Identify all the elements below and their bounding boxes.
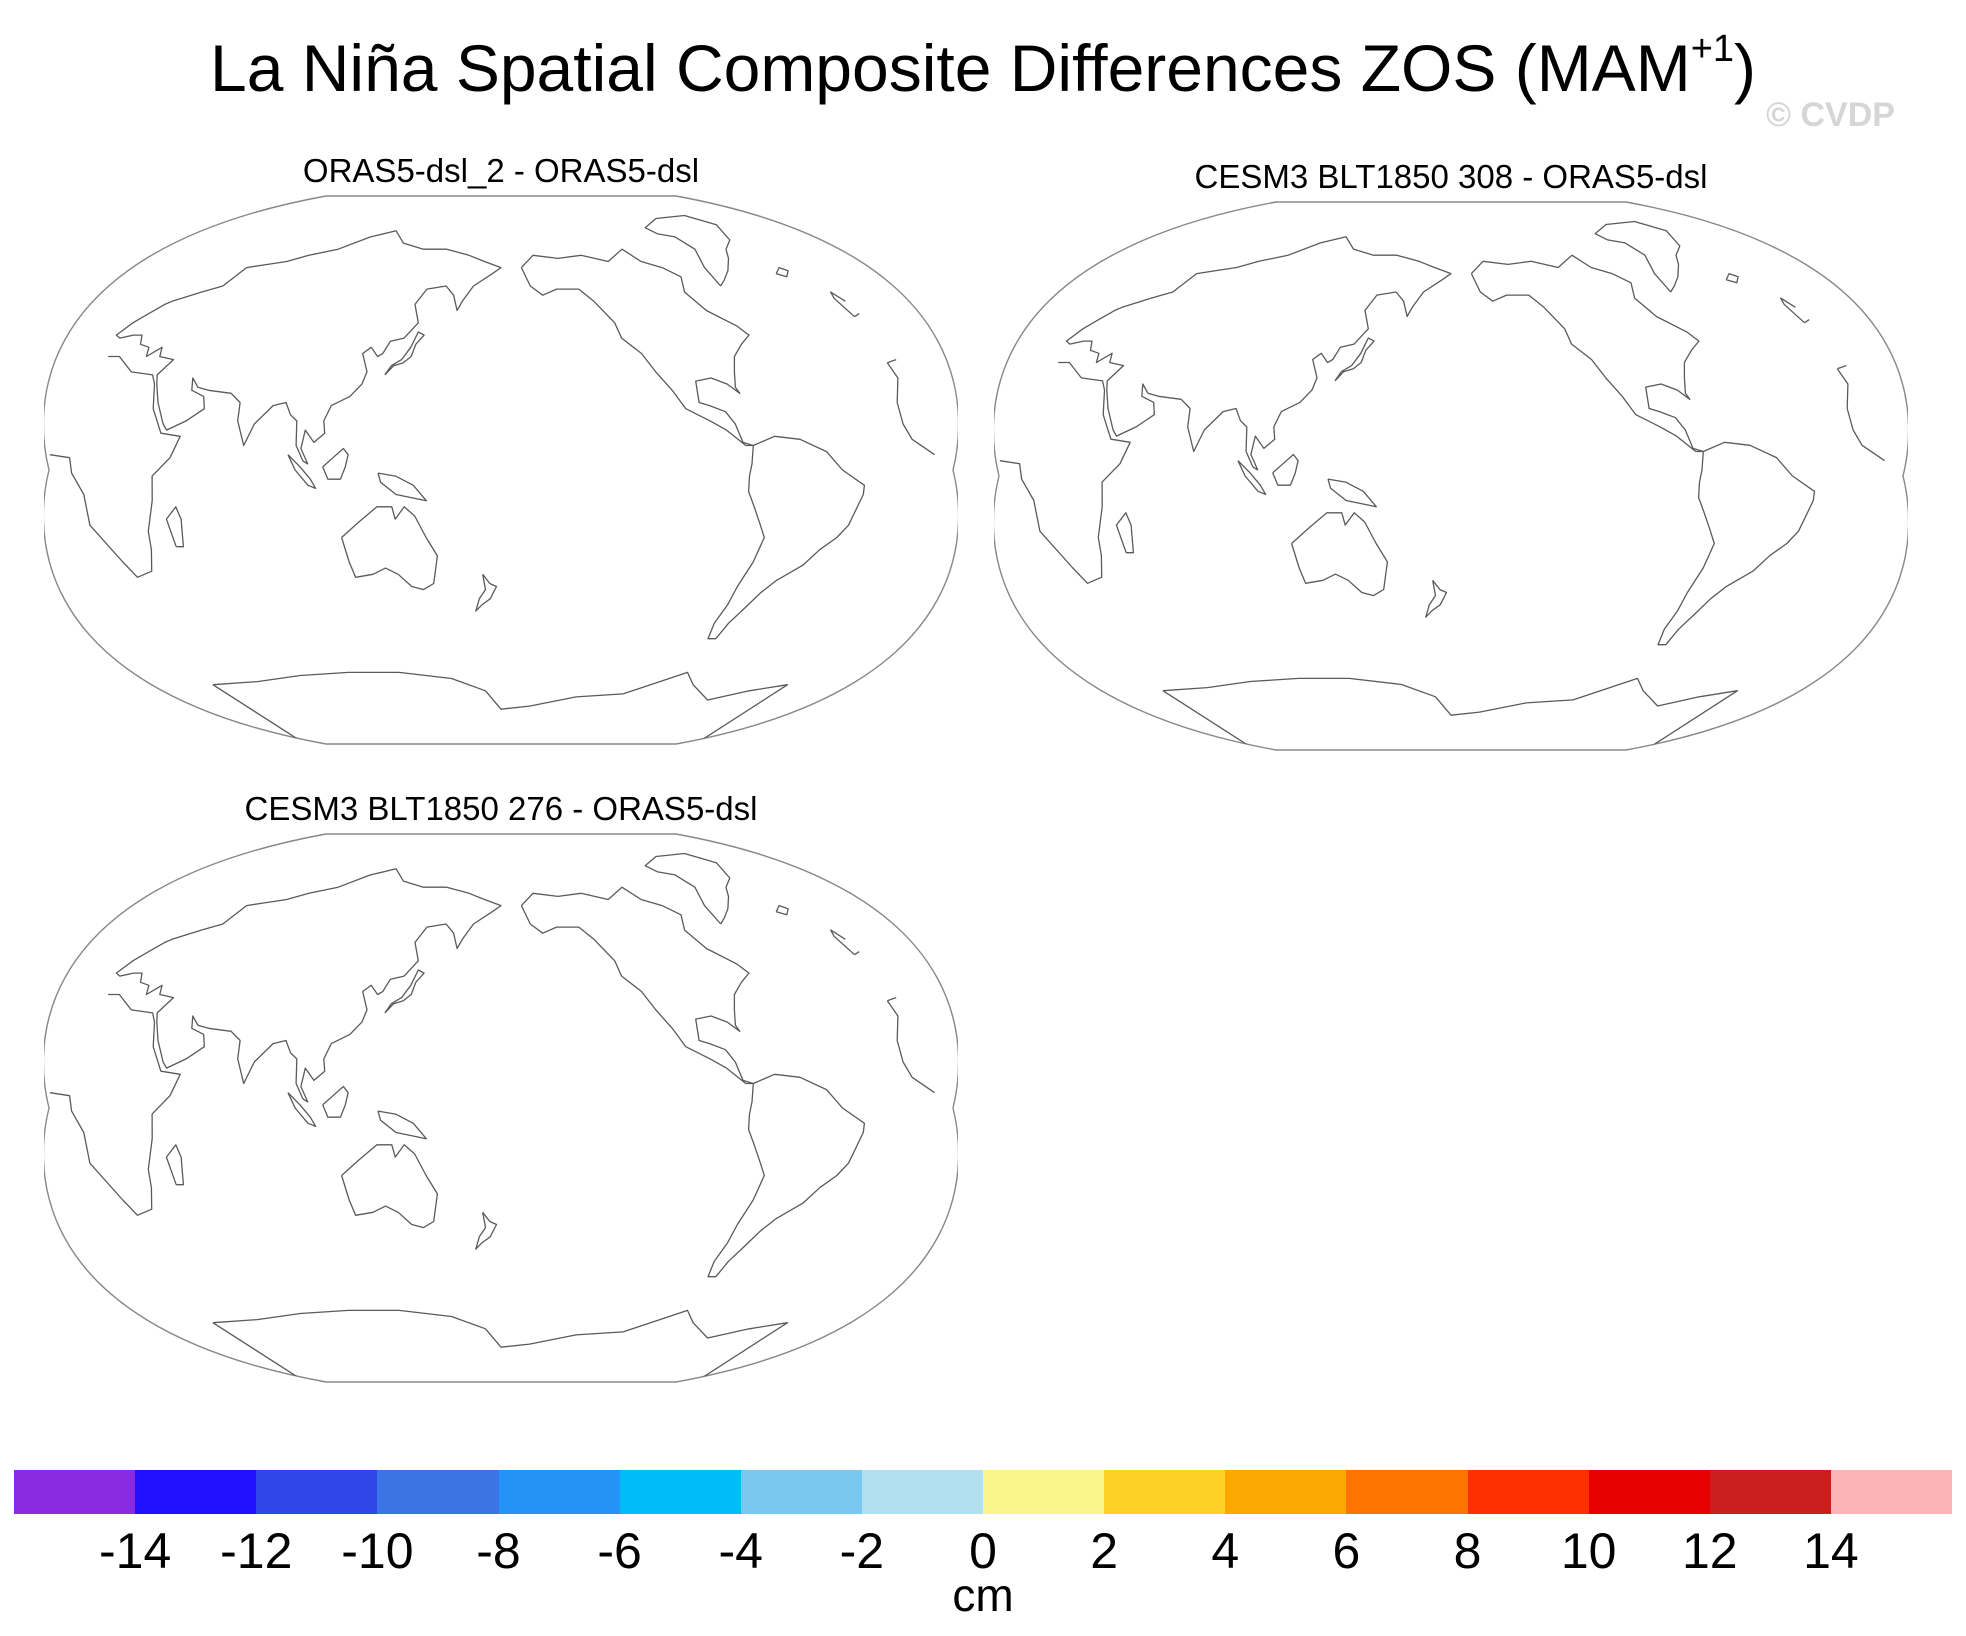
colorbar-segment (740, 1470, 862, 1514)
coastline (165, 506, 185, 548)
coastline (1115, 512, 1135, 554)
coastline (287, 454, 317, 490)
coastline (115, 868, 502, 1103)
colorbar-tick-label: -8 (476, 1523, 521, 1579)
colorbar-tick-label: -2 (839, 1523, 885, 1579)
coastline (475, 573, 498, 612)
coastline (1725, 272, 1739, 284)
coastline (49, 355, 935, 578)
coastline (212, 671, 789, 744)
map-outline (44, 833, 958, 1383)
colorbar-segment (135, 1470, 257, 1514)
colorbar-segment (14, 1470, 136, 1514)
world-map (994, 201, 1908, 751)
coastline (1425, 579, 1448, 618)
colorbar-tick-label: 8 (1453, 1523, 1482, 1579)
colorbar-segment (1346, 1470, 1468, 1514)
coastline (1780, 297, 1810, 324)
coastline (830, 929, 860, 956)
coastline (644, 214, 731, 287)
world-map (44, 195, 958, 745)
world-map (44, 833, 958, 1383)
colorbar (14, 1470, 1952, 1514)
colorbar-tick-label: 12 (1681, 1523, 1738, 1579)
colorbar-tick-label: 14 (1803, 1523, 1859, 1579)
figure-title: La Niña Spatial Composite Differences ZO… (210, 28, 1756, 105)
colorbar-tick-label: 6 (1332, 1523, 1361, 1579)
colorbar-segment (1588, 1470, 1710, 1514)
panel-title: CESM3 BLT1850 276 - ORAS5-dsl (244, 790, 758, 827)
colorbar-tick-label: 0 (969, 1523, 997, 1579)
coastline (1334, 337, 1375, 382)
coastline (520, 886, 754, 1085)
coastline (165, 1144, 185, 1186)
panel-title: CESM3 BLT1850 308 - ORAS5-dsl (1194, 158, 1708, 195)
colorbar-tick-label: 2 (1090, 1523, 1119, 1579)
coastline (775, 266, 789, 278)
colorbar-tick-label: -10 (341, 1523, 414, 1579)
cvdp-watermark: © CVDP (1766, 96, 1895, 134)
coastline (384, 969, 425, 1014)
coastline (475, 1211, 498, 1250)
coastline (377, 1110, 427, 1140)
coastline (212, 1309, 789, 1382)
coastline (384, 331, 425, 376)
colorbar-segment (1225, 1470, 1347, 1514)
coastline (707, 435, 866, 640)
coastline (707, 1073, 866, 1278)
colorbar-segment (498, 1470, 620, 1514)
coastline (1065, 236, 1452, 471)
coastline (1327, 478, 1377, 508)
coastline (1290, 512, 1389, 597)
colorbar-tick-label: -4 (718, 1523, 763, 1579)
colorbar-segment (983, 1470, 1105, 1514)
colorbar-tick-label: -6 (597, 1523, 642, 1579)
coastline (340, 506, 439, 591)
coastline (1657, 441, 1816, 646)
coastline (377, 472, 427, 502)
coastline (775, 904, 789, 916)
coastline (322, 447, 349, 480)
colorbar-segment (1104, 1470, 1226, 1514)
coastline (322, 1085, 349, 1118)
coastline (999, 361, 1885, 584)
coastline (520, 248, 754, 447)
coastline (830, 291, 860, 318)
map-outline (44, 195, 958, 745)
coastline (1594, 220, 1681, 293)
colorbar-tick-label: 4 (1211, 1523, 1240, 1579)
coastline (644, 852, 731, 925)
coastline (1272, 453, 1299, 486)
colorbar-segment (256, 1470, 378, 1514)
map-outline (994, 201, 1908, 751)
colorbar-tick-label: -12 (220, 1523, 293, 1579)
coastline (115, 230, 502, 465)
colorbar-segment (861, 1470, 983, 1514)
colorbar-segment (619, 1470, 741, 1514)
coastline (287, 1092, 317, 1128)
colorbar-tick-label: 10 (1560, 1523, 1617, 1579)
colorbar-segment (377, 1470, 499, 1514)
panel-title: ORAS5-dsl_2 - ORAS5-dsl (302, 152, 700, 189)
coastline (1237, 460, 1267, 496)
colorbar-segment (1830, 1470, 1952, 1514)
coastline (49, 993, 935, 1216)
coastline (340, 1144, 439, 1229)
coastline (1470, 254, 1704, 453)
coastline (1162, 677, 1739, 750)
colorbar-units: cm (952, 1569, 1014, 1621)
colorbar-segment (1709, 1470, 1831, 1514)
colorbar-segment (1467, 1470, 1589, 1514)
colorbar-tick-label: -14 (98, 1523, 172, 1579)
